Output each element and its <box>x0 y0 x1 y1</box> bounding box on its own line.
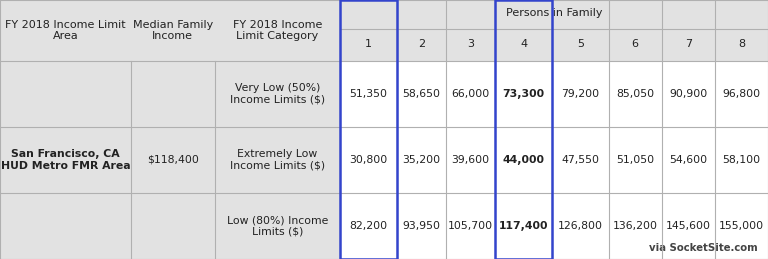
Text: 126,800: 126,800 <box>558 221 603 231</box>
Text: Median Family
Income: Median Family Income <box>133 20 213 41</box>
Text: 1: 1 <box>365 39 372 49</box>
Bar <box>495 0 552 259</box>
Text: 44,000: 44,000 <box>502 155 545 165</box>
Text: 4: 4 <box>520 39 527 49</box>
Text: 82,200: 82,200 <box>349 221 388 231</box>
Text: 35,200: 35,200 <box>402 155 441 165</box>
Bar <box>0 61 339 127</box>
Text: 105,700: 105,700 <box>448 221 493 231</box>
Text: 85,050: 85,050 <box>616 89 654 99</box>
Text: 93,950: 93,950 <box>402 221 441 231</box>
Text: via SocketSite.com: via SocketSite.com <box>649 242 758 253</box>
Text: Very Low (50%)
Income Limits ($): Very Low (50%) Income Limits ($) <box>230 83 325 105</box>
Text: 5: 5 <box>577 39 584 49</box>
Bar <box>0 127 339 193</box>
Text: Persons in Family: Persons in Family <box>505 8 602 18</box>
Text: 73,300: 73,300 <box>502 89 545 99</box>
Text: Low (80%) Income
Limits ($): Low (80%) Income Limits ($) <box>227 215 328 237</box>
Bar <box>0 193 339 259</box>
Bar <box>339 193 768 259</box>
Text: 7: 7 <box>685 39 692 49</box>
Text: 3: 3 <box>467 39 474 49</box>
Text: 51,350: 51,350 <box>349 89 387 99</box>
Text: 54,600: 54,600 <box>669 155 707 165</box>
Text: 51,050: 51,050 <box>616 155 654 165</box>
Text: FY 2018 Income Limit
Area: FY 2018 Income Limit Area <box>5 20 126 41</box>
Text: 58,650: 58,650 <box>402 89 441 99</box>
Text: 66,000: 66,000 <box>452 89 489 99</box>
Text: FY 2018 Income
Limit Category: FY 2018 Income Limit Category <box>233 20 322 41</box>
Text: 90,900: 90,900 <box>669 89 707 99</box>
Bar <box>339 61 768 127</box>
Text: 47,550: 47,550 <box>561 155 600 165</box>
Text: 155,000: 155,000 <box>719 221 764 231</box>
Text: $118,400: $118,400 <box>147 155 199 165</box>
Text: 58,100: 58,100 <box>723 155 760 165</box>
Bar <box>339 0 397 259</box>
Bar <box>0 0 768 61</box>
Text: Extremely Low
Income Limits ($): Extremely Low Income Limits ($) <box>230 149 325 171</box>
Text: 39,600: 39,600 <box>452 155 489 165</box>
Text: 117,400: 117,400 <box>498 221 548 231</box>
Text: 6: 6 <box>632 39 639 49</box>
Text: 8: 8 <box>738 39 745 49</box>
Text: San Francisco, CA
HUD Metro FMR Area: San Francisco, CA HUD Metro FMR Area <box>1 149 130 171</box>
Text: 136,200: 136,200 <box>613 221 657 231</box>
Text: 96,800: 96,800 <box>723 89 760 99</box>
Text: 2: 2 <box>418 39 425 49</box>
Text: 79,200: 79,200 <box>561 89 600 99</box>
Text: 145,600: 145,600 <box>666 221 711 231</box>
Bar <box>339 127 768 193</box>
Text: 30,800: 30,800 <box>349 155 388 165</box>
